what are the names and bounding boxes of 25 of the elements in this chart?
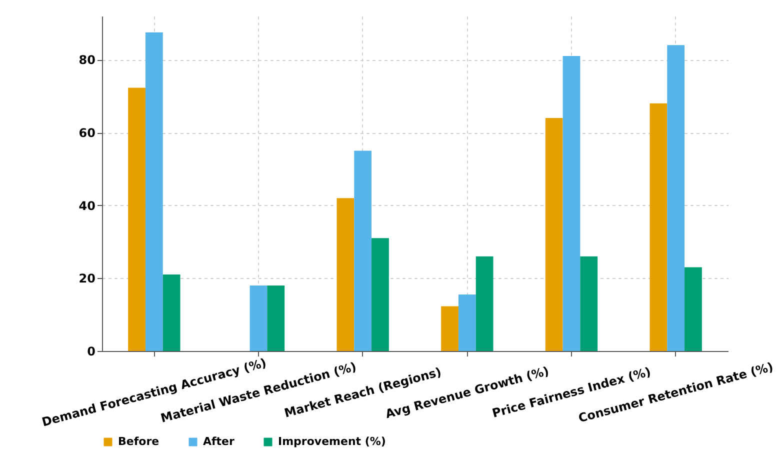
bar [458, 294, 476, 351]
bar [354, 150, 372, 351]
bar [545, 118, 563, 351]
legend-label: Before [118, 435, 160, 448]
y-tick-label: 40 [78, 198, 96, 213]
legend-label: Improvement (%) [278, 435, 386, 448]
bar [372, 238, 389, 351]
bar [684, 267, 702, 351]
bar [580, 256, 598, 351]
bar [476, 256, 494, 351]
bar [145, 32, 163, 351]
bar [650, 103, 668, 351]
bar [562, 56, 580, 351]
y-tick-label: 60 [78, 126, 96, 140]
y-tick-label: 20 [78, 272, 96, 286]
y-tick-label: 80 [78, 53, 96, 68]
bar [250, 285, 268, 351]
y-tick-label: 0 [87, 344, 96, 358]
bar [162, 274, 180, 351]
bar [667, 45, 685, 351]
bar [128, 88, 146, 351]
bar [441, 306, 458, 351]
legend-label: After [203, 435, 236, 448]
bar [267, 285, 285, 351]
bar [336, 198, 354, 351]
